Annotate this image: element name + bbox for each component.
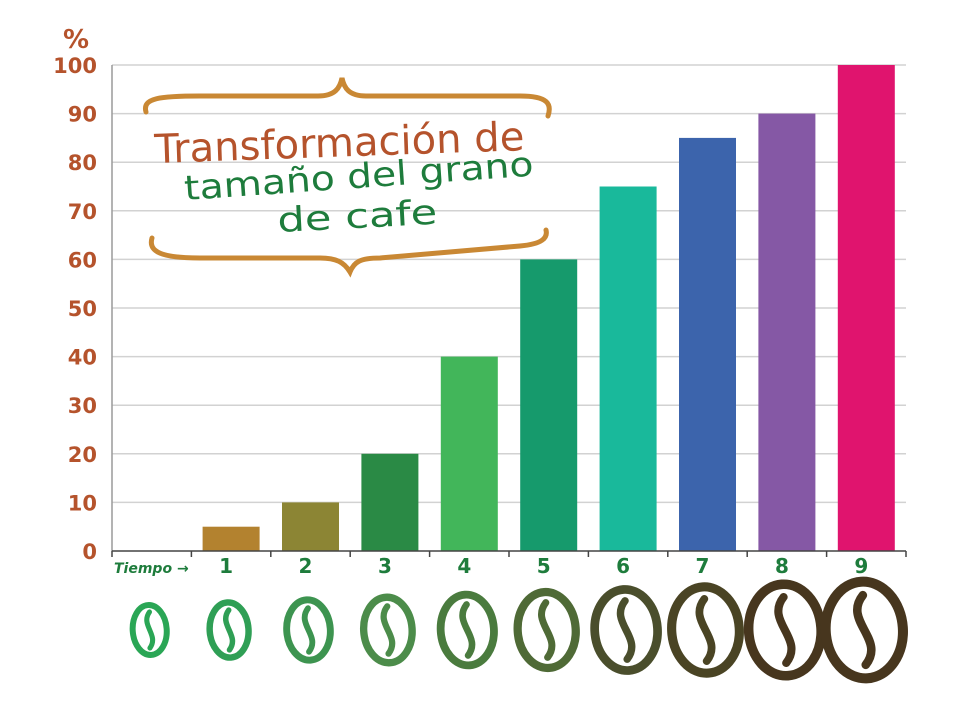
coffee-bean-icon	[820, 576, 908, 684]
top-brace	[142, 77, 552, 119]
bar-7	[679, 137, 736, 551]
bar-8	[758, 113, 816, 551]
y-tick-label: 20	[68, 443, 97, 467]
y-tick-label: 40	[68, 346, 97, 370]
bar-6	[599, 186, 657, 551]
coffee-bean-icon	[590, 585, 662, 675]
bean-crease	[538, 599, 556, 661]
y-tick-label: 90	[68, 103, 97, 127]
y-tick-label: 60	[68, 248, 97, 272]
x-tick-label: 7	[696, 554, 710, 578]
y-tick-label: 50	[68, 297, 97, 321]
y-tick-label: 80	[68, 151, 97, 175]
coffee-beans-row	[129, 576, 908, 684]
x-tick-label: 6	[616, 554, 630, 578]
bar-1	[202, 526, 260, 551]
coffee-bean-icon	[436, 590, 498, 670]
coffee-bean-icon	[129, 602, 170, 658]
y-tick-labels: 0 10 20 30 40 50 60 70 80 90 100	[53, 54, 97, 564]
coffee-bean-icon	[283, 596, 334, 664]
bean-crease	[380, 603, 396, 657]
bean-crease	[853, 590, 876, 670]
coffee-bean-icon	[743, 579, 826, 681]
bar-9	[837, 65, 895, 551]
bar-3	[361, 453, 419, 551]
bean-crease	[144, 609, 156, 651]
x-tick-label: 9	[854, 554, 868, 578]
coffee-bean-icon	[667, 582, 744, 678]
bean-crease	[301, 605, 316, 655]
x-tick-labels: 1 2 3 4 5 6 7 8 9	[219, 554, 868, 578]
y-tick-label: 70	[68, 200, 97, 224]
y-tick-label: 100	[53, 54, 97, 78]
y-tick-label: 30	[68, 394, 97, 418]
coffee-bean-icon	[206, 599, 252, 661]
bottom-brace	[148, 227, 549, 278]
x-axis-label: Tiempo →	[114, 561, 189, 577]
x-tick-label: 4	[457, 554, 471, 578]
bars	[202, 65, 895, 551]
y-axis-label: %	[63, 25, 89, 55]
y-tick-label: 0	[82, 540, 97, 564]
bar-4	[440, 356, 498, 551]
x-tick-label: 8	[775, 554, 789, 578]
x-tick-label: 2	[299, 554, 313, 578]
bean-crease	[616, 597, 636, 663]
title-block: Transformación de tamaño del grano de ca…	[142, 77, 552, 278]
coffee-bean-icon	[359, 593, 416, 667]
y-tick-label: 10	[68, 491, 97, 515]
bar-2	[282, 502, 339, 551]
x-tick-label: 3	[378, 554, 392, 578]
x-tick-label: 1	[219, 554, 233, 578]
bean-crease	[695, 595, 716, 665]
axes	[111, 65, 907, 557]
x-tick-label: 5	[537, 554, 551, 578]
chart-title-line3: de cafe	[276, 193, 438, 241]
coffee-bean-icon	[513, 587, 580, 673]
bean-crease	[459, 601, 476, 659]
bean-crease	[223, 607, 236, 653]
bar-5	[520, 259, 578, 551]
bean-crease	[774, 592, 796, 668]
